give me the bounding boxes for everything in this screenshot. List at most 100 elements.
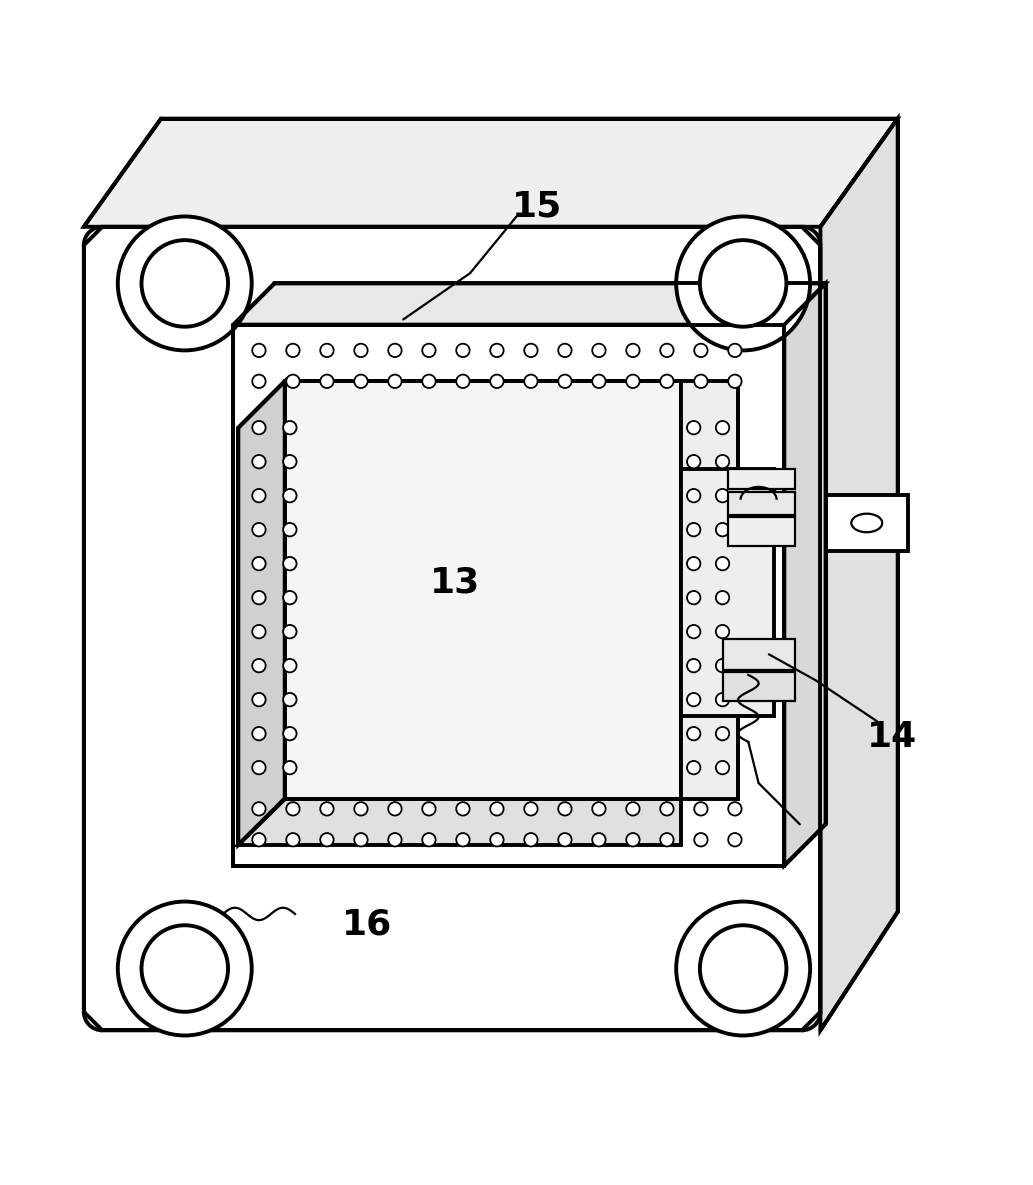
Ellipse shape <box>677 902 810 1036</box>
Circle shape <box>716 761 729 774</box>
Circle shape <box>283 455 296 468</box>
Circle shape <box>524 374 537 387</box>
Circle shape <box>716 659 729 672</box>
Polygon shape <box>233 283 825 325</box>
Polygon shape <box>722 639 794 670</box>
Circle shape <box>626 802 639 815</box>
Circle shape <box>694 374 708 387</box>
Circle shape <box>687 421 700 435</box>
Polygon shape <box>722 672 794 700</box>
Circle shape <box>687 489 700 502</box>
Circle shape <box>524 802 537 815</box>
Circle shape <box>687 693 700 706</box>
Polygon shape <box>233 325 784 865</box>
Circle shape <box>283 726 296 741</box>
Circle shape <box>354 833 368 846</box>
Circle shape <box>716 693 729 706</box>
Circle shape <box>716 624 729 639</box>
Circle shape <box>252 557 265 570</box>
Circle shape <box>687 624 700 639</box>
Circle shape <box>687 659 700 672</box>
Circle shape <box>354 802 368 815</box>
Polygon shape <box>84 118 898 226</box>
Circle shape <box>283 659 296 672</box>
Circle shape <box>388 833 402 846</box>
Circle shape <box>687 455 700 468</box>
Polygon shape <box>84 226 820 1030</box>
Circle shape <box>252 726 265 741</box>
Circle shape <box>457 833 470 846</box>
Ellipse shape <box>851 513 882 532</box>
Circle shape <box>283 489 296 502</box>
Circle shape <box>687 523 700 537</box>
Circle shape <box>388 802 402 815</box>
Circle shape <box>592 344 605 357</box>
Text: 15: 15 <box>512 190 562 223</box>
Circle shape <box>728 344 742 357</box>
Circle shape <box>252 421 265 435</box>
Circle shape <box>286 833 300 846</box>
Circle shape <box>320 374 334 387</box>
Text: 14: 14 <box>868 719 917 754</box>
Circle shape <box>283 421 296 435</box>
Ellipse shape <box>700 241 786 327</box>
Circle shape <box>320 344 334 357</box>
Circle shape <box>694 802 708 815</box>
Circle shape <box>728 374 742 387</box>
Circle shape <box>283 523 296 537</box>
Circle shape <box>694 833 708 846</box>
Circle shape <box>660 802 674 815</box>
Polygon shape <box>682 382 774 799</box>
Circle shape <box>283 591 296 604</box>
Circle shape <box>687 761 700 774</box>
Circle shape <box>626 344 639 357</box>
Ellipse shape <box>677 217 810 351</box>
Circle shape <box>716 489 729 502</box>
Ellipse shape <box>142 241 228 327</box>
Circle shape <box>252 455 265 468</box>
Circle shape <box>660 833 674 846</box>
Circle shape <box>457 374 470 387</box>
Circle shape <box>252 833 265 846</box>
Polygon shape <box>727 492 794 515</box>
Circle shape <box>660 374 674 387</box>
Circle shape <box>491 833 504 846</box>
Polygon shape <box>727 469 794 489</box>
Circle shape <box>524 833 537 846</box>
Circle shape <box>694 344 708 357</box>
Circle shape <box>252 693 265 706</box>
Circle shape <box>716 557 729 570</box>
Polygon shape <box>285 382 682 799</box>
Circle shape <box>716 726 729 741</box>
Text: 13: 13 <box>430 565 479 600</box>
Circle shape <box>283 761 296 774</box>
Circle shape <box>687 591 700 604</box>
Circle shape <box>283 624 296 639</box>
Circle shape <box>524 344 537 357</box>
Circle shape <box>252 523 265 537</box>
Circle shape <box>252 591 265 604</box>
Circle shape <box>592 374 605 387</box>
Circle shape <box>728 833 742 846</box>
Circle shape <box>252 374 265 387</box>
Circle shape <box>388 374 402 387</box>
Circle shape <box>716 421 729 435</box>
Ellipse shape <box>142 925 228 1012</box>
Circle shape <box>252 659 265 672</box>
Circle shape <box>457 802 470 815</box>
Circle shape <box>422 374 436 387</box>
Circle shape <box>687 557 700 570</box>
Circle shape <box>716 455 729 468</box>
Circle shape <box>491 344 504 357</box>
Polygon shape <box>825 494 908 551</box>
Circle shape <box>558 344 571 357</box>
Circle shape <box>286 344 300 357</box>
Circle shape <box>457 344 470 357</box>
Circle shape <box>422 802 436 815</box>
Circle shape <box>626 374 639 387</box>
Polygon shape <box>727 518 794 546</box>
Circle shape <box>558 802 571 815</box>
Circle shape <box>283 557 296 570</box>
Circle shape <box>354 344 368 357</box>
Circle shape <box>320 833 334 846</box>
